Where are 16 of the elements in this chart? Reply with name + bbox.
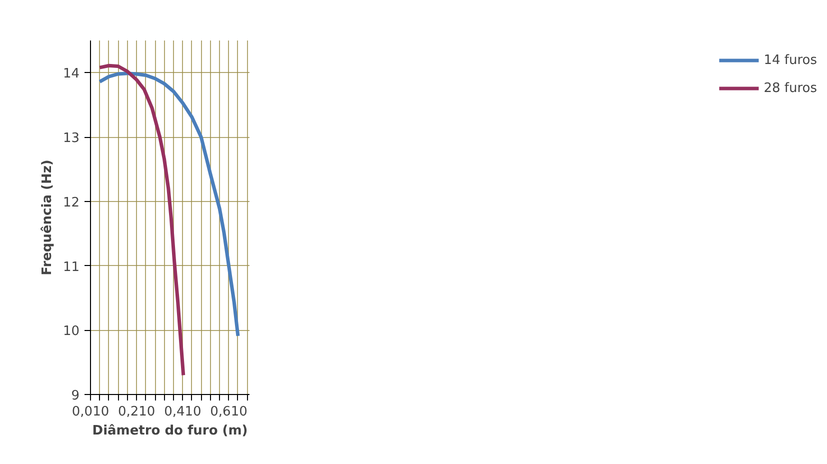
y-tick-label: 10 [62, 324, 80, 340]
x-tick-label: 0,010 [72, 404, 110, 420]
line-series [98, 64, 186, 377]
x-tick-label: 0,410 [164, 404, 202, 420]
legend-label: 28 furos [764, 80, 817, 96]
x-axis-title: Diâmetro do furo (m) [92, 424, 248, 438]
y-tick-label: 13 [62, 131, 80, 146]
y-tick-label: 12 [62, 195, 80, 210]
x-tick-label: 0,610 [210, 404, 248, 420]
line-series [98, 72, 240, 338]
y-tick-label: 14 [62, 66, 80, 82]
legend-label: 14 furos [764, 52, 817, 68]
y-tick-label: 11 [62, 260, 80, 275]
y-tick-label: 9 [71, 388, 80, 404]
x-tick-label: 0,210 [118, 404, 156, 420]
y-axis-title: Frequência (Hz) [40, 160, 55, 276]
